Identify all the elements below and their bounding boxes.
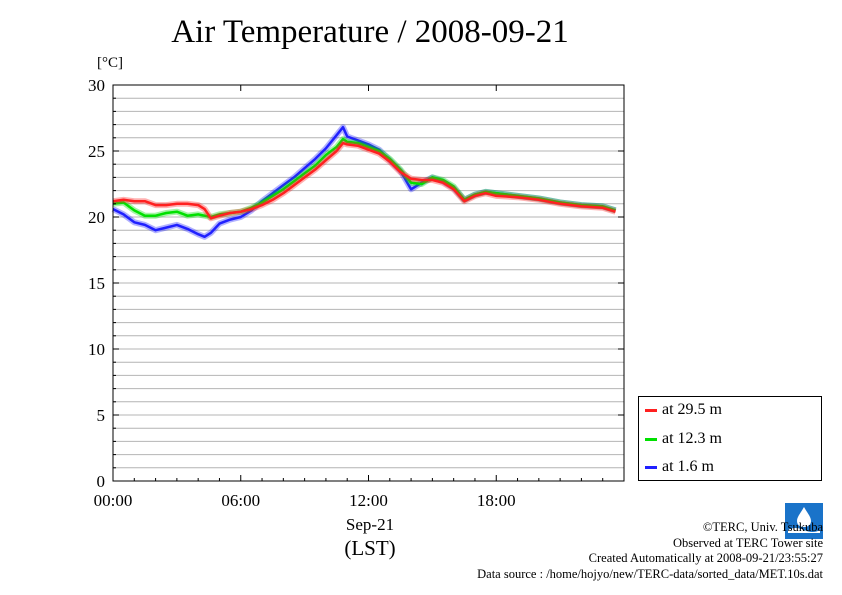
x-tick-label: 00:00 bbox=[94, 491, 133, 510]
legend-item-12-3m: at 12.3 m bbox=[645, 428, 722, 450]
y-tick-label: 5 bbox=[97, 406, 106, 425]
y-tick-label: 0 bbox=[97, 472, 106, 491]
y-tick-label: 15 bbox=[88, 274, 105, 293]
legend: at 29.5 m at 12.3 m at 1.6 m bbox=[638, 396, 822, 481]
credit-source: Data source : /home/hojyo/new/TERC-data/… bbox=[477, 566, 823, 581]
legend-label: at 29.5 m bbox=[662, 401, 722, 418]
legend-swatch-blue bbox=[645, 465, 657, 469]
y-tick-label: 30 bbox=[88, 76, 105, 95]
credit-site: Observed at TERC Tower site bbox=[672, 535, 823, 550]
credits: ©TERC, Univ. Tsukuba Observed at TERC To… bbox=[477, 520, 823, 582]
legend-item-29-5m: at 29.5 m bbox=[645, 399, 722, 421]
legend-swatch-red bbox=[645, 408, 657, 412]
x-axis-timezone-label: (LST) bbox=[344, 536, 396, 560]
legend-label: at 12.3 m bbox=[662, 430, 722, 447]
series-line-at-12-3-m bbox=[112, 137, 616, 219]
credit-created: Created Automatically at 2008-09-21/23:5… bbox=[588, 551, 823, 565]
grid-lines bbox=[113, 97, 624, 469]
series-halo bbox=[112, 140, 617, 222]
legend-swatch-green bbox=[645, 437, 657, 441]
y-tick-label: 10 bbox=[88, 340, 105, 359]
x-tick-label: 18:00 bbox=[477, 491, 516, 510]
series-lines bbox=[111, 124, 617, 240]
x-axis-date-label: Sep-21 bbox=[345, 515, 395, 534]
legend-item-1-6m: at 1.6 m bbox=[645, 456, 714, 478]
x-tick-label: 12:00 bbox=[349, 491, 388, 510]
terc-logo-icon bbox=[785, 503, 823, 539]
axis-ticks: 0 5 10 15 20 25 30 00:00 06:00 12:00 18:00 bbox=[88, 76, 624, 510]
credit-copyright: ©TERC, Univ. Tsukuba bbox=[702, 520, 823, 534]
chart-title: Air Temperature / 2008-09-21 bbox=[171, 14, 569, 50]
y-tick-label: 25 bbox=[88, 142, 105, 161]
series-line-at-29-5-m bbox=[112, 141, 616, 220]
y-axis-unit: [°C] bbox=[97, 55, 123, 71]
y-tick-label: 20 bbox=[88, 208, 105, 227]
legend-label: at 1.6 m bbox=[662, 458, 714, 475]
x-tick-label: 06:00 bbox=[221, 491, 260, 510]
